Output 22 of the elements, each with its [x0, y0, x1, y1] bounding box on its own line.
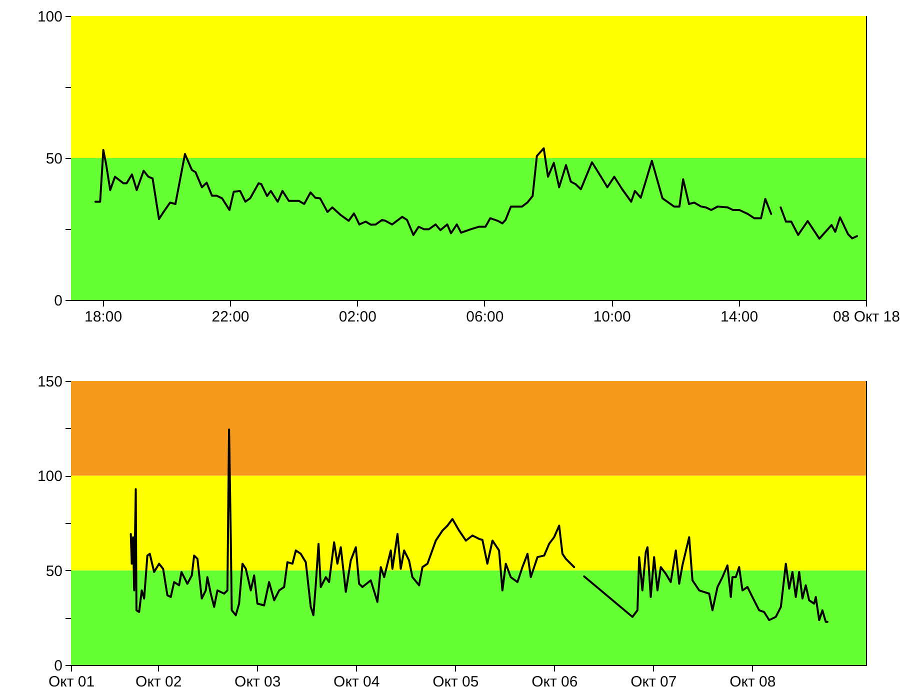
x-tick-label: 10:00	[593, 308, 631, 326]
x-tick-label: Окт 02	[136, 674, 182, 687]
x-tick-label: 06:00	[466, 308, 504, 326]
x-tick-label: 14:00	[720, 308, 758, 326]
y-tick-label: 50	[46, 562, 62, 580]
y-tick-label: 0	[54, 658, 62, 674]
y-tick-label: 0	[54, 292, 62, 310]
y-tick-label: 100	[37, 8, 62, 26]
x-tick-label: Окт 03	[234, 674, 281, 687]
y-tick-label: 50	[46, 150, 62, 168]
x-tick-label: Окт 06	[532, 674, 578, 687]
x-tick-label: Окт 08	[730, 674, 776, 687]
x-tick-label: 08 Окт 18	[833, 308, 900, 326]
x-tick-label: Окт 05	[432, 674, 479, 687]
x-tick-label: 18:00	[84, 308, 122, 326]
y-tick-label: 100	[37, 468, 62, 486]
x-tick-label: 02:00	[338, 308, 376, 326]
x-tick-label: 22:00	[212, 308, 250, 326]
x-tick-label: Окт 01	[48, 674, 95, 687]
x-tick-label: Окт 07	[630, 674, 677, 687]
x-tick-label: Окт 04	[334, 674, 380, 687]
y-tick-label: 150	[37, 374, 62, 390]
